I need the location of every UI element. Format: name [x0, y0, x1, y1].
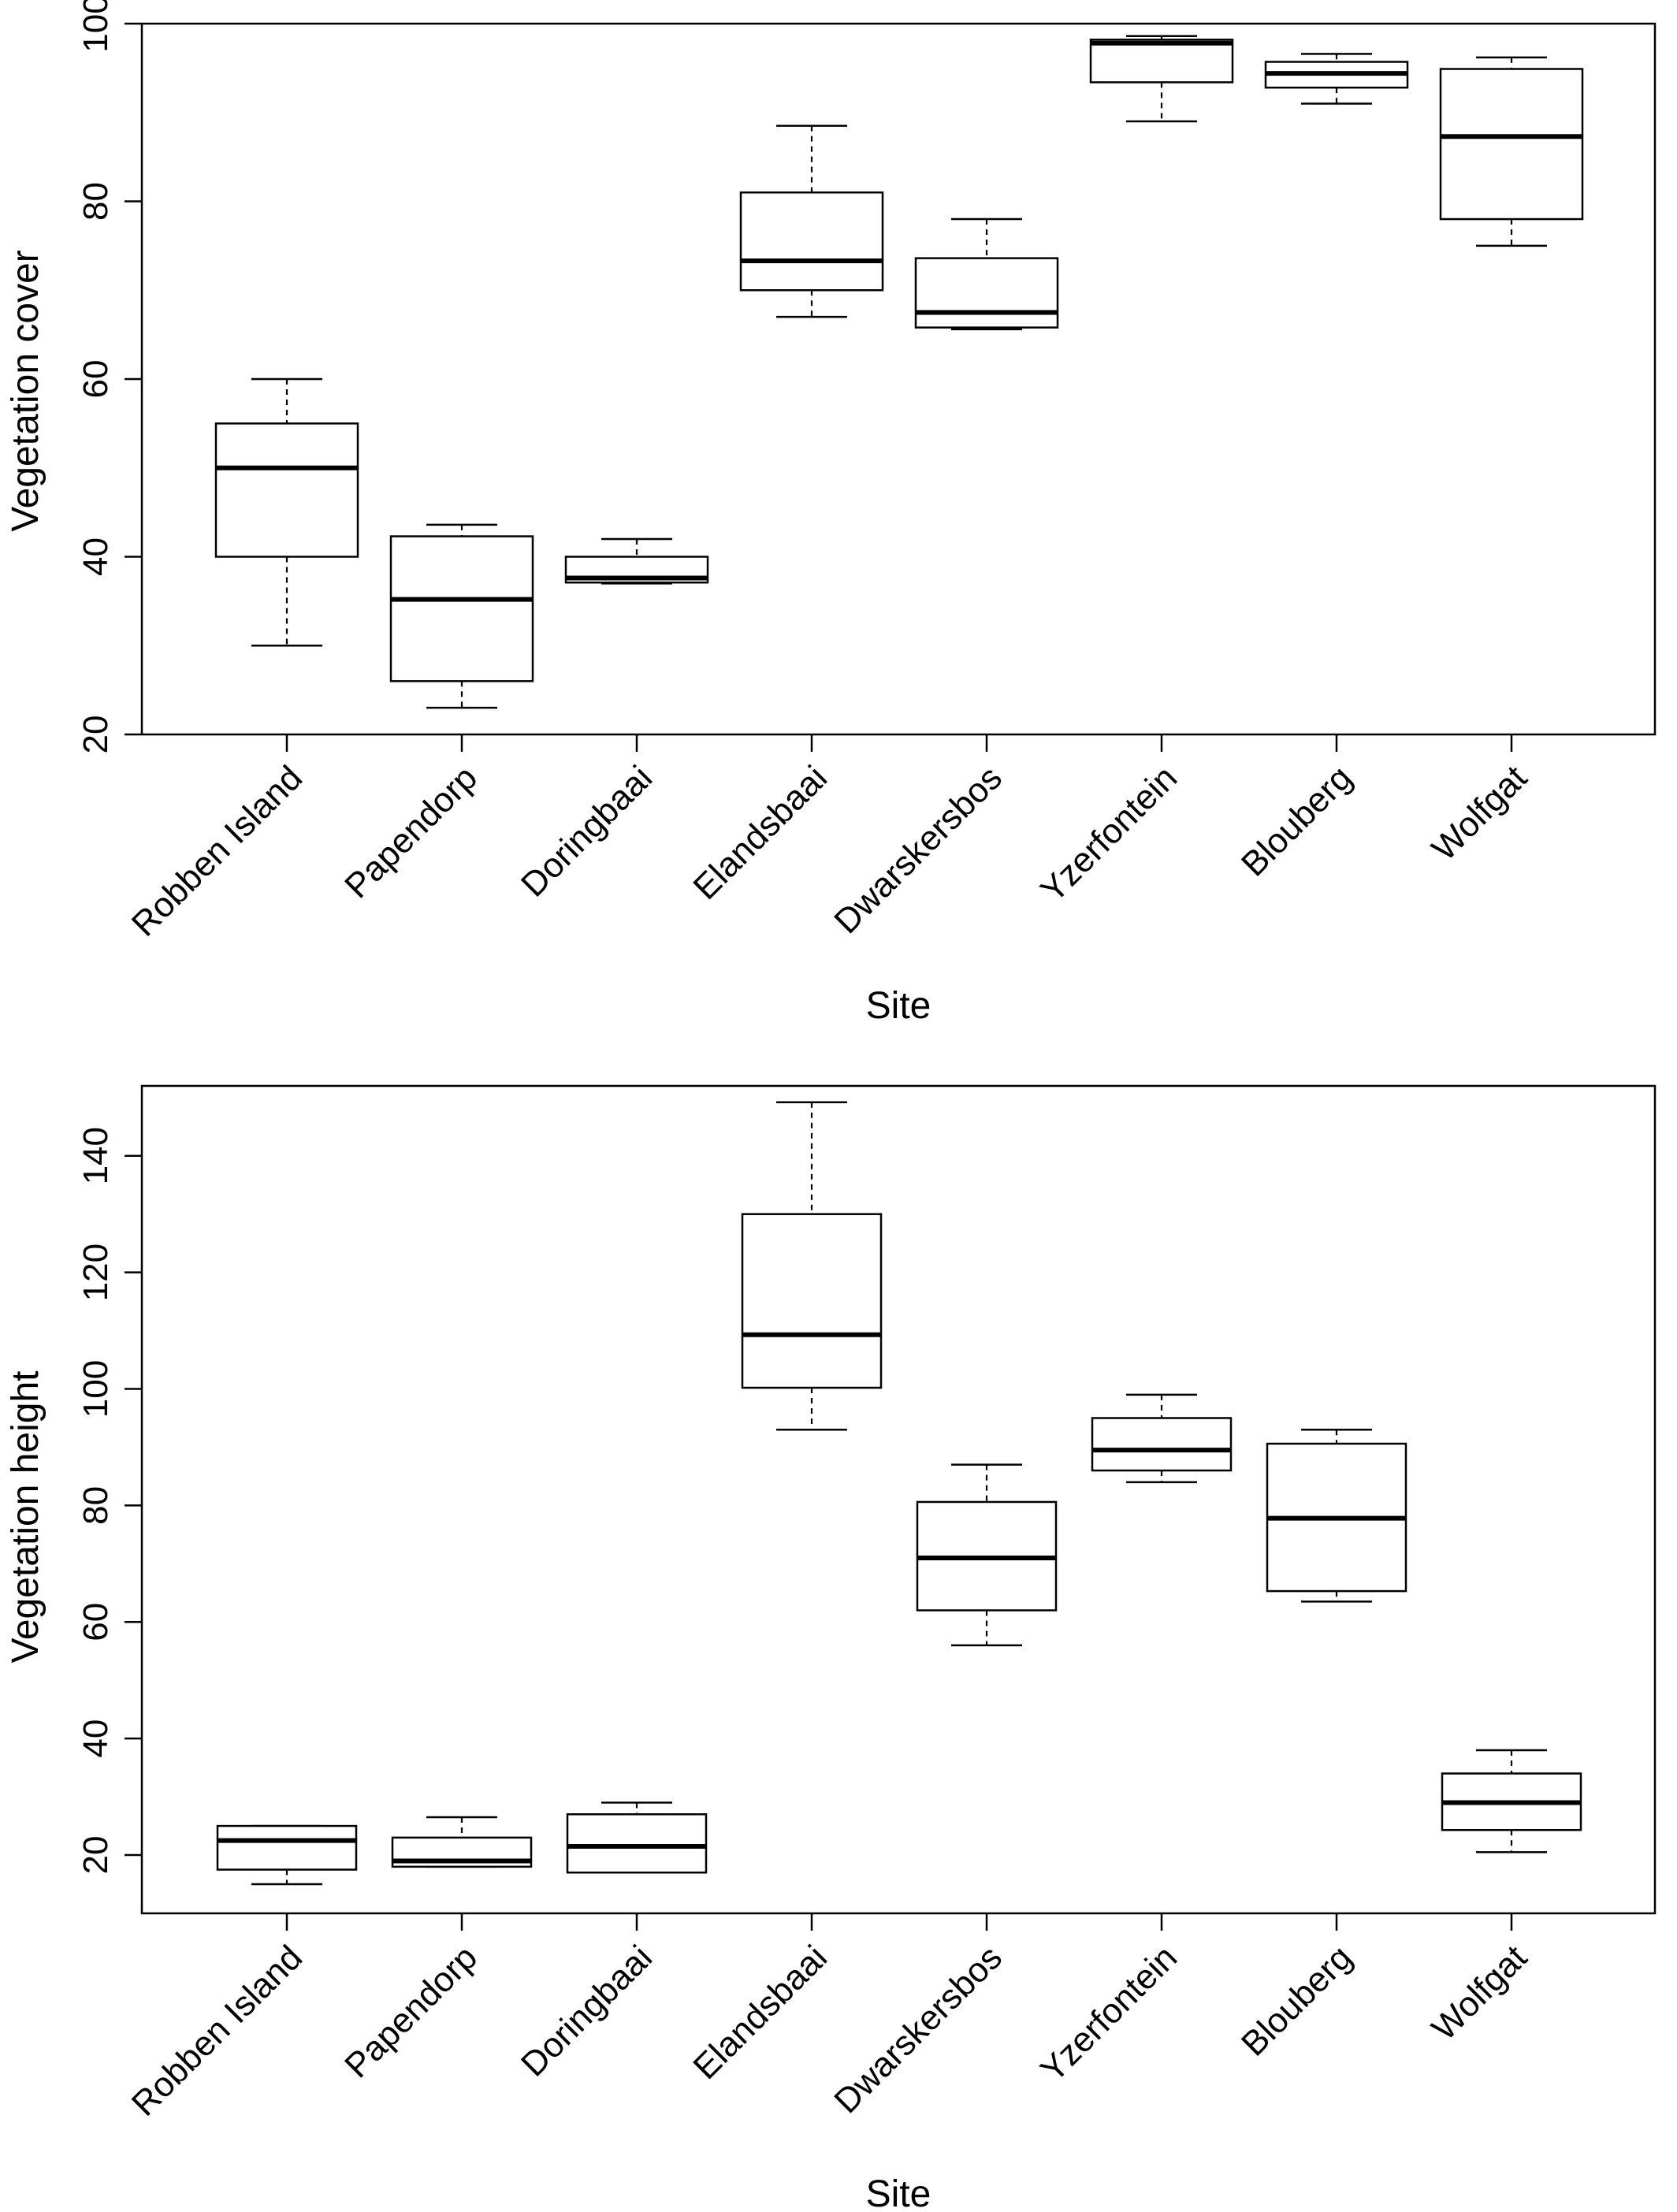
interquartile-box — [741, 1213, 883, 1389]
box-papendorp — [389, 523, 534, 709]
box-doringbaai — [564, 537, 709, 585]
x-tick-label: Doringbaai — [514, 1938, 660, 2084]
x-tick-label: Elandsbaai — [686, 758, 835, 907]
y-tick-label: 100 — [76, 0, 115, 53]
x-tick-label: Yzerfontein — [1033, 1938, 1184, 2089]
interquartile-box — [1091, 1417, 1233, 1472]
interquartile-box — [914, 257, 1059, 329]
x-tick-label: Elandsbaai — [686, 1938, 835, 2087]
x-tick-label: Dwarskersbos — [827, 758, 1010, 941]
box-doringbaai — [566, 1801, 708, 1874]
box-robben-island — [214, 377, 359, 647]
box-robben-island — [216, 1824, 358, 1886]
plot-frame — [140, 22, 1657, 736]
interquartile-box — [1089, 39, 1234, 84]
box-blouberg — [1266, 1429, 1407, 1603]
interquartile-box — [389, 535, 534, 682]
x-tick-label: Papendorp — [337, 1938, 485, 2085]
x-axis-title: Site — [866, 985, 931, 1027]
y-tick-label: 80 — [76, 182, 115, 221]
box-blouberg — [1264, 53, 1409, 105]
y-tick-label: 120 — [76, 1244, 115, 1301]
x-axis-title: Site — [866, 2173, 931, 2212]
y-tick-label: 20 — [76, 1836, 115, 1875]
x-tick-label: Blouberg — [1234, 758, 1359, 883]
box-elandsbaai — [741, 1101, 883, 1431]
interquartile-box — [739, 191, 884, 292]
box-wolfgat — [1439, 56, 1584, 247]
y-axis-title: Vegetation cover — [5, 250, 46, 532]
x-tick-label: Yzerfontein — [1033, 758, 1184, 909]
x-tick-label: Robben Island — [125, 758, 310, 943]
plot-frame — [140, 1084, 1657, 1915]
box-dwarskersbos — [914, 217, 1059, 331]
vegetation-cover-chart: Site Vegetation cover 20 40 60 80 100 Robben … — [5, 0, 1657, 1027]
y-tick-label: 60 — [76, 1603, 115, 1641]
x-tick-label: Doringbaai — [514, 758, 660, 904]
y-tick-label: 140 — [76, 1127, 115, 1184]
interquartile-box — [216, 1824, 358, 1871]
box-wolfgat — [1441, 1749, 1582, 1853]
interquartile-box — [1439, 68, 1584, 221]
box-yzerfontein — [1089, 35, 1234, 123]
y-tick-label: 80 — [76, 1486, 115, 1525]
interquartile-box — [566, 1813, 708, 1874]
interquartile-box — [214, 422, 359, 558]
box-elandsbaai — [739, 125, 884, 318]
x-tick-label: Robben Island — [125, 1938, 310, 2123]
y-tick-label: 40 — [76, 1719, 115, 1758]
y-tick-label: 60 — [76, 360, 115, 399]
y-tick-label: 40 — [76, 537, 115, 576]
x-tick-label: Papendorp — [337, 758, 485, 905]
x-tick-label: Wolfgat — [1425, 1938, 1535, 2048]
box-papendorp — [391, 1816, 533, 1868]
x-tick-label: Wolfgat — [1425, 758, 1535, 868]
box-yzerfontein — [1091, 1393, 1233, 1484]
y-tick-label: 20 — [76, 716, 115, 754]
x-tick-label: Blouberg — [1234, 1938, 1359, 2063]
y-tick-label: 100 — [76, 1360, 115, 1418]
vegetation-height-chart: Site Vegetation height 20 40 60 80 100 120 140… — [5, 1084, 1657, 2212]
x-tick-label: Dwarskersbos — [827, 1938, 1010, 2121]
box-dwarskersbos — [916, 1463, 1058, 1647]
y-axis-title: Vegetation height — [5, 1371, 46, 1664]
